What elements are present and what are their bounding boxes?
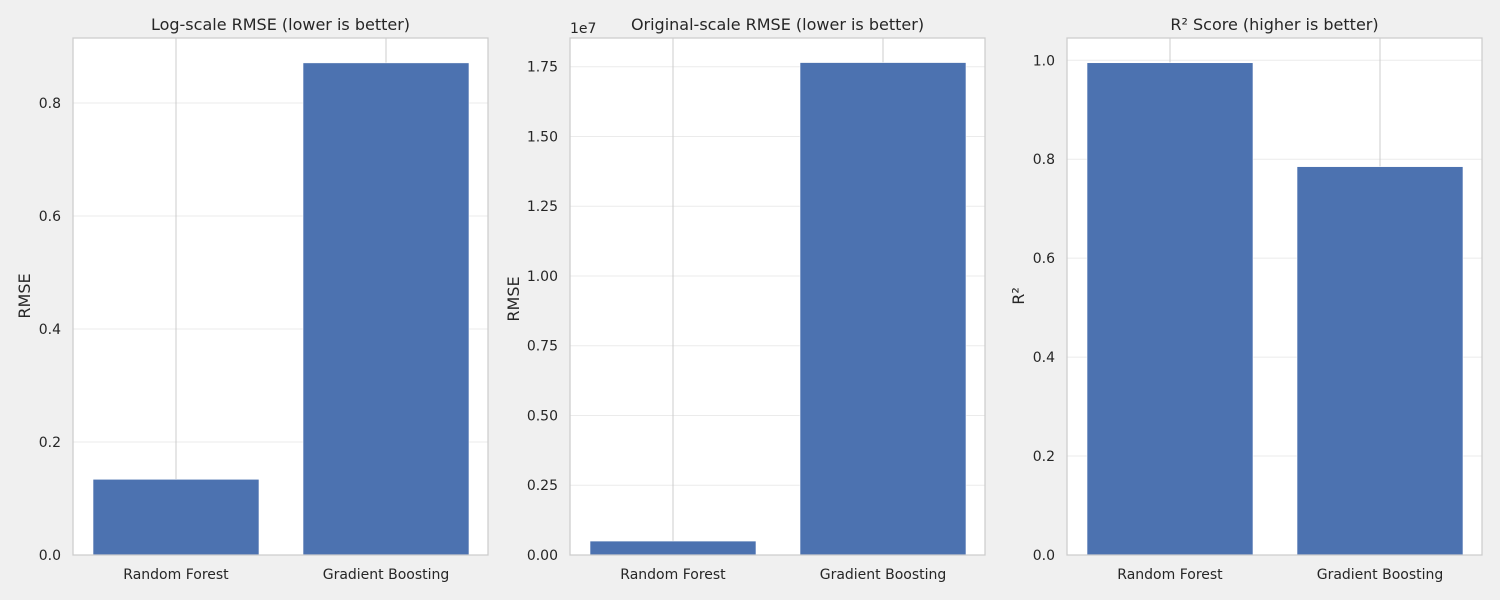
bar-random-forest — [92, 478, 260, 556]
x-tick-labels: Random Forest Gradient Boosting — [123, 567, 449, 583]
x-tick-label: Gradient Boosting — [1317, 567, 1444, 583]
y-tick-label: 1.25 — [527, 199, 558, 215]
y-tick-label: 0.00 — [527, 548, 558, 564]
y-tick-label: 0.25 — [527, 478, 558, 494]
y-axis-label: R² — [1009, 287, 1028, 305]
y-tick-label: 0.50 — [527, 408, 558, 424]
bars — [1086, 62, 1464, 556]
x-tick-labels: Random Forest Gradient Boosting — [1117, 567, 1443, 583]
subplot-original-rmse: 0.00 0.25 0.50 0.75 1.00 1.25 1.50 1.75 Random … — [504, 15, 986, 583]
y-tick-label: 0.75 — [527, 339, 558, 355]
y-tick-labels: 0.0 0.2 0.4 0.6 0.8 1.0 — [1033, 53, 1055, 564]
y-tick-label: 0.0 — [39, 548, 61, 564]
chart-title: Log-scale RMSE (lower is better) — [151, 15, 410, 34]
bar-gradient-boosting — [1296, 166, 1464, 556]
y-tick-label: 0.4 — [1033, 350, 1055, 366]
y-tick-label: 0.2 — [1033, 449, 1055, 465]
chart-title: R² Score (higher is better) — [1170, 15, 1378, 34]
y-tick-label: 0.8 — [1033, 152, 1055, 168]
y-tick-label: 1.50 — [527, 129, 558, 145]
bar-random-forest — [1086, 62, 1254, 556]
subplot-log-rmse: 0.0 0.2 0.4 0.6 0.8 Random Forest Gradient Bo… — [15, 15, 489, 583]
bars — [589, 62, 967, 556]
axes-frame — [1066, 37, 1483, 556]
y-tick-label: 0.0 — [1033, 548, 1055, 564]
bar-gradient-boosting — [302, 62, 470, 556]
bars — [92, 62, 470, 556]
y-tick-label: 0.2 — [39, 435, 61, 451]
x-tick-labels: Random Forest Gradient Boosting — [620, 567, 946, 583]
x-tick-label: Gradient Boosting — [820, 567, 947, 583]
y-offset-label: 1e7 — [570, 21, 596, 37]
x-tick-label: Random Forest — [123, 567, 229, 583]
y-tick-labels: 0.0 0.2 0.4 0.6 0.8 — [39, 96, 61, 564]
x-tick-label: Gradient Boosting — [323, 567, 450, 583]
y-tick-label: 1.0 — [1033, 53, 1055, 69]
y-tick-label: 0.6 — [39, 209, 61, 225]
y-tick-label: 0.8 — [39, 96, 61, 112]
subplot-r2-score: 0.0 0.2 0.4 0.6 0.8 1.0 Random Forest Gradient… — [1009, 15, 1483, 583]
y-axis-label: RMSE — [504, 276, 523, 321]
x-tick-label: Random Forest — [1117, 567, 1223, 583]
y-tick-labels: 0.00 0.25 0.50 0.75 1.00 1.25 1.50 1.75 — [527, 60, 558, 564]
y-axis-label: RMSE — [15, 273, 34, 318]
chart-title: Original-scale RMSE (lower is better) — [631, 15, 924, 34]
y-tick-label: 1.00 — [527, 269, 558, 285]
y-tick-label: 0.4 — [39, 322, 61, 338]
axes-frame — [72, 37, 489, 556]
x-tick-label: Random Forest — [620, 567, 726, 583]
y-tick-label: 0.6 — [1033, 251, 1055, 267]
bar-random-forest — [589, 540, 757, 556]
bar-gradient-boosting — [799, 62, 967, 556]
axes-frame — [569, 37, 986, 556]
y-tick-label: 1.75 — [527, 60, 558, 76]
